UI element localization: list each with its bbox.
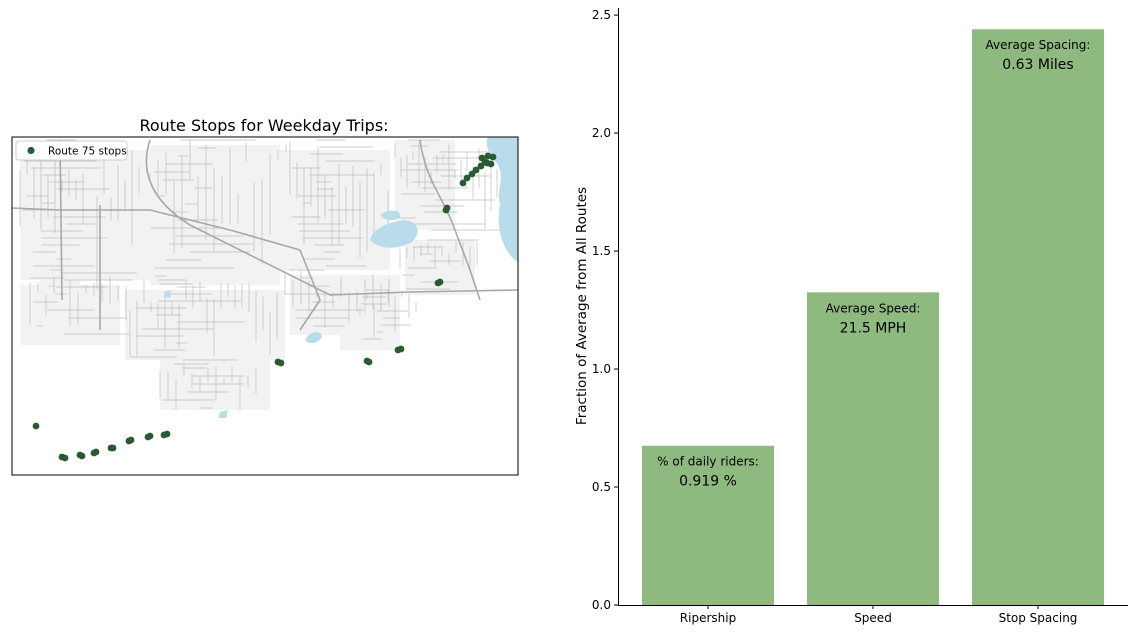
bar-annotation-value: 21.5 MPH — [840, 320, 907, 336]
x-tick-label: Stop Spacing — [999, 611, 1078, 625]
map-title: Route Stops for Weekday Trips: — [139, 116, 388, 135]
bar-annotation-label: Average Spacing: — [986, 38, 1091, 52]
land-area — [340, 310, 400, 350]
route-stop — [127, 436, 135, 444]
route-stop — [32, 422, 40, 430]
legend-label: Route 75 stops — [48, 146, 127, 158]
bar-2 — [807, 292, 939, 605]
y-tick-label: 1.0 — [592, 362, 611, 376]
land-area — [125, 290, 285, 360]
route-stop — [146, 432, 154, 440]
route-stop — [397, 345, 405, 353]
bar-annotation-value: 0.919 % — [679, 474, 737, 490]
y-tick-label: 2.0 — [592, 126, 611, 140]
route-stop — [277, 359, 285, 367]
highway — [299, 249, 321, 331]
route-stop — [109, 444, 117, 452]
water-body — [305, 332, 322, 344]
highway — [59, 139, 101, 330]
map-svg: Route Stops for Weekday Trips: Route 75 … — [11, 116, 519, 476]
route-stop — [436, 278, 444, 286]
water-body — [380, 210, 401, 221]
route-stop — [78, 452, 86, 460]
bar-annotation-label: Average Speed: — [826, 301, 921, 315]
route-stop — [463, 174, 471, 182]
route-stop — [443, 204, 451, 212]
bar-annotation-value: 0.63 Miles — [1002, 57, 1073, 73]
map-legend: Route 75 stops — [15, 140, 128, 161]
bars: % of daily riders: 0.919 % Average Speed: 2… — [642, 29, 1104, 605]
y-axis-label: Fraction of Average from All Routes — [574, 187, 590, 425]
map-frame — [11, 136, 519, 476]
water-body — [164, 290, 171, 298]
y-tick-label: 2.5 — [592, 8, 611, 22]
y-tick-label: 0.5 — [592, 480, 611, 494]
highway — [419, 139, 481, 301]
map-panel: Route Stops for Weekday Trips: Route 75 … — [0, 0, 540, 632]
y-tick-label: 1.5 — [592, 244, 611, 258]
legend-marker — [27, 146, 35, 155]
route-stop — [478, 154, 486, 162]
route-stop — [163, 430, 171, 438]
water-body — [486, 137, 518, 262]
basemap — [12, 137, 518, 475]
y-tick-label: 0.0 — [592, 598, 611, 612]
bar-3 — [972, 29, 1104, 605]
water-bodies — [164, 137, 518, 418]
water-body — [370, 220, 418, 248]
street-network — [19, 139, 516, 410]
x-axis-ticks: Ripership Speed Stop Spacing — [680, 605, 1078, 625]
land-area — [20, 150, 150, 280]
route-stop — [487, 160, 495, 168]
bar-1 — [642, 445, 774, 605]
route-stops — [32, 152, 497, 462]
route-stop — [459, 179, 467, 187]
water-body — [218, 410, 228, 418]
route-stop — [489, 153, 497, 161]
x-tick-label: Speed — [854, 611, 892, 625]
highways — [12, 139, 518, 331]
route-stop — [365, 358, 373, 366]
x-tick-label: Ripership — [680, 611, 736, 625]
land-area — [160, 360, 270, 410]
bar-chart-svg: Fraction of Average from All Routes 0.00… — [574, 8, 1128, 625]
bar-annotation-label: % of daily riders: — [657, 455, 759, 469]
highway — [145, 139, 518, 296]
highway — [12, 207, 301, 251]
bar-chart-panel: Fraction of Average from All Routes 0.0 0… — [540, 0, 1133, 632]
route-stop — [92, 448, 100, 456]
land-area — [405, 240, 475, 295]
route-stop — [61, 454, 69, 462]
y-axis-ticks: 0.0 0.5 1.0 1.5 2.0 2.5 — [592, 8, 618, 612]
route-stop — [472, 166, 480, 174]
